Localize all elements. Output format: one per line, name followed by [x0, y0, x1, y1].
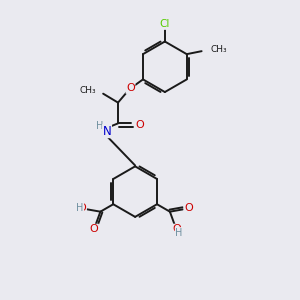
Text: O: O	[126, 83, 135, 93]
Text: CH₃: CH₃	[79, 86, 96, 95]
Text: N: N	[103, 124, 111, 138]
Text: CH₃: CH₃	[211, 45, 227, 54]
Text: Cl: Cl	[160, 19, 170, 29]
Text: O: O	[78, 203, 86, 213]
Text: H: H	[175, 228, 183, 238]
Text: H: H	[97, 121, 104, 131]
Text: H: H	[76, 203, 84, 213]
Text: O: O	[184, 203, 193, 213]
Text: O: O	[172, 224, 181, 234]
Text: O: O	[135, 120, 144, 130]
Text: O: O	[90, 224, 98, 234]
